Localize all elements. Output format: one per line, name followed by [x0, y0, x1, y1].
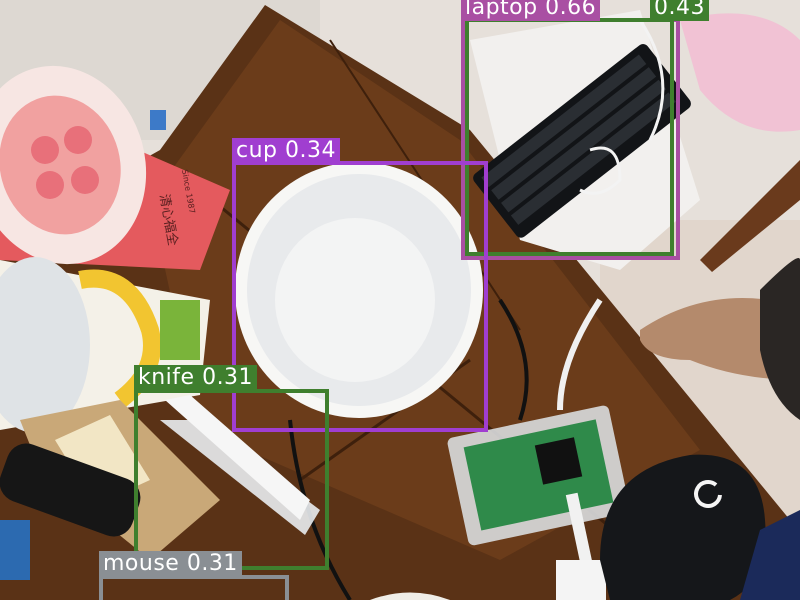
white-bowl	[235, 162, 483, 418]
computer-mouse	[600, 454, 766, 600]
laptop-label: laptop 0.66	[461, 0, 601, 21]
secondary-bbox	[465, 18, 674, 256]
mouse-label: mouse 0.31	[99, 551, 242, 577]
pink-bag	[680, 13, 800, 132]
white-cable	[557, 298, 603, 411]
mouse-logo-icon	[694, 479, 722, 508]
packaged-knife	[160, 395, 320, 535]
knife-bbox	[134, 389, 329, 570]
drink-cup	[0, 65, 230, 270]
keyboard	[473, 44, 691, 238]
cup-label: cup 0.34	[232, 138, 340, 164]
cup-bbox	[232, 161, 488, 432]
secondary-label: 0.43	[650, 0, 709, 21]
knife-label: knife 0.31	[134, 365, 258, 391]
chair-leg	[700, 160, 800, 272]
mouse-bbox	[99, 575, 289, 600]
black-cylinder	[0, 443, 141, 537]
